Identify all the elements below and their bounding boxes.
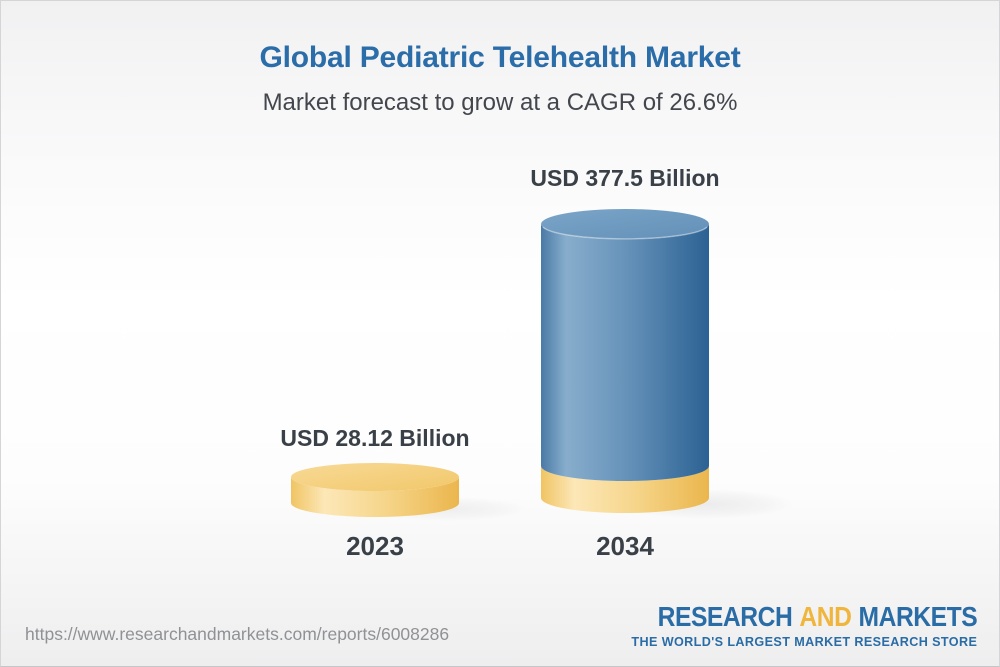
logo-word-and: AND <box>799 601 852 632</box>
cylinder-2023 <box>291 463 459 517</box>
logo-word-markets: MARKETS <box>858 601 977 632</box>
logo-wordmark: RESEARCH AND MARKETS <box>657 601 977 632</box>
page-title: Global Pediatric Telehealth Market <box>259 41 741 74</box>
category-label-2034: 2034 <box>596 531 654 561</box>
source-url: https://www.researchandmarkets.com/repor… <box>25 624 450 644</box>
cylinder-2034 <box>541 209 709 513</box>
value-label-2023: USD 28.12 Billion <box>280 425 470 451</box>
logo-tagline: THE WORLD'S LARGEST MARKET RESEARCH STOR… <box>631 634 977 650</box>
category-label-2023: 2023 <box>346 531 404 561</box>
logo-word-research: RESEARCH <box>657 601 793 632</box>
research-and-markets-logo: RESEARCH AND MARKETS THE WORLD'S LARGEST… <box>614 601 977 650</box>
value-label-2034: USD 377.5 Billion <box>530 165 720 191</box>
page-subtitle: Market forecast to grow at a CAGR of 26.… <box>262 89 738 116</box>
